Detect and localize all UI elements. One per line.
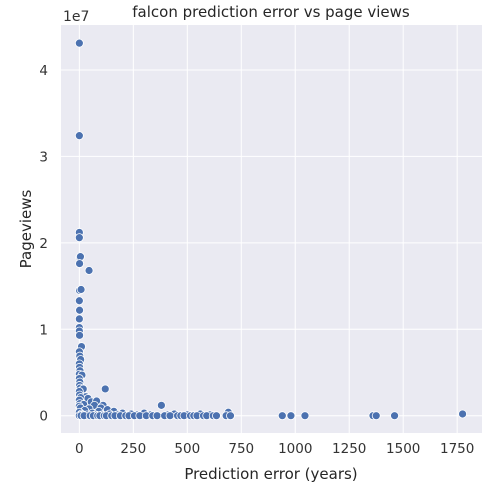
data-point xyxy=(390,411,399,421)
x-tick-label: 1000 xyxy=(278,441,312,457)
x-tick-label: 750 xyxy=(228,441,254,457)
x-tick-label: 1250 xyxy=(332,441,366,457)
x-axis-label: Prediction error (years) xyxy=(184,465,357,483)
data-point xyxy=(74,131,84,141)
data-point xyxy=(300,411,310,421)
y-tick-labels: 0 1 2 3 4 xyxy=(39,63,48,425)
data-point xyxy=(74,38,84,48)
x-tick-label: 500 xyxy=(174,441,200,457)
y-tick-label: 4 xyxy=(39,63,48,79)
data-points xyxy=(74,38,467,421)
data-point xyxy=(226,411,235,421)
data-point xyxy=(76,285,86,294)
y-tick-label: 2 xyxy=(39,236,48,252)
x-tick-label: 1500 xyxy=(386,441,420,457)
data-point xyxy=(212,411,221,421)
y-tick-label: 0 xyxy=(39,409,48,425)
data-point xyxy=(100,384,110,394)
data-point xyxy=(286,411,296,421)
y-axis-label: Pageviews xyxy=(17,189,35,268)
data-point xyxy=(371,411,381,421)
data-point xyxy=(156,400,166,410)
x-tick-label: 250 xyxy=(120,441,146,457)
data-point xyxy=(84,266,94,275)
y-tick-label: 1 xyxy=(39,322,48,338)
data-point xyxy=(75,330,84,340)
x-tick-labels: 0 250 500 750 1000 1250 1500 1750 xyxy=(75,441,474,457)
data-point xyxy=(74,296,84,306)
x-tick-label: 1750 xyxy=(440,441,474,457)
y-tick-label: 3 xyxy=(39,149,48,165)
data-point xyxy=(74,314,84,324)
x-tick-label: 0 xyxy=(75,441,84,457)
gridlines xyxy=(61,25,482,433)
data-point xyxy=(152,411,162,421)
data-point xyxy=(75,259,84,268)
y-offset-label: 1e7 xyxy=(63,9,89,25)
plot-background xyxy=(61,25,482,433)
data-point xyxy=(74,233,84,243)
data-point xyxy=(277,411,287,421)
data-point xyxy=(458,409,467,419)
data-point xyxy=(165,411,175,421)
chart-title: falcon prediction error vs page views xyxy=(132,3,410,21)
data-point xyxy=(75,305,84,315)
